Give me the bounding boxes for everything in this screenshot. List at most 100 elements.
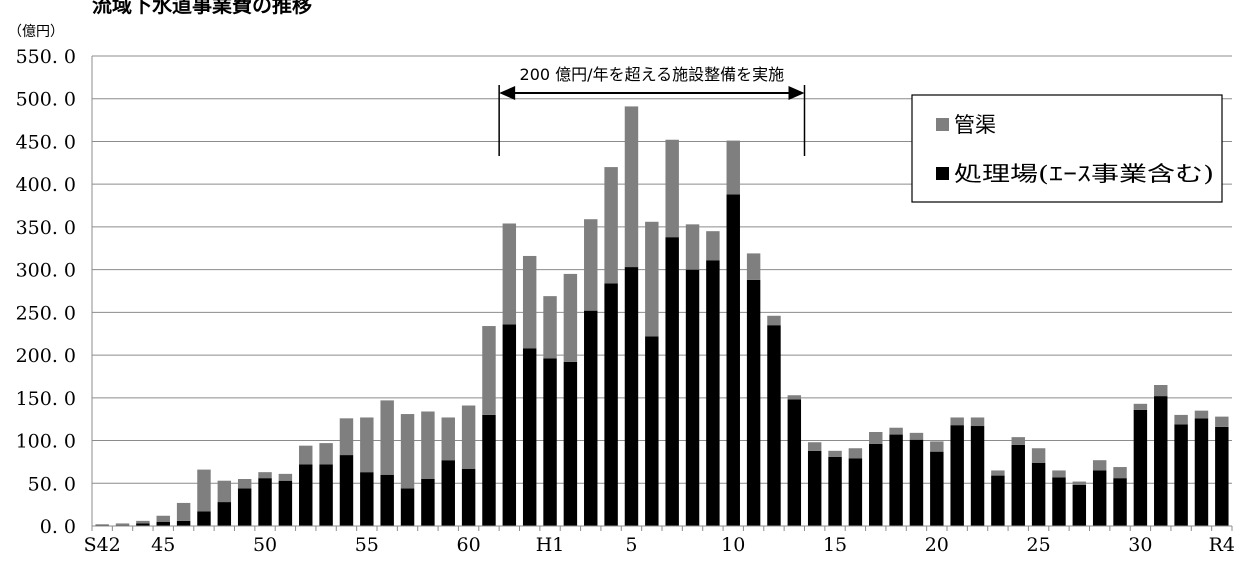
bar-segment-treatment-plant: [726, 194, 740, 526]
bar-segment-treatment-plant: [461, 468, 476, 526]
annotation-arrowhead-left: [499, 86, 516, 100]
y-tick-label: 500. 0: [16, 89, 76, 111]
bar-segment-sewer-pipe: [930, 441, 944, 452]
chart-title: 流域下水道事業費の推移: [92, 0, 312, 17]
y-tick-label: 300. 0: [16, 260, 76, 282]
bar-segment-treatment-plant: [563, 361, 578, 526]
y-tick-label: 250. 0: [16, 302, 76, 324]
bar-segment-sewer-pipe: [360, 417, 374, 473]
bar-segment-treatment-plant: [482, 414, 496, 526]
legend-swatch-sewer-pipe: [936, 118, 949, 131]
bar-segment-treatment-plant: [869, 443, 883, 526]
bar-segment-treatment-plant: [930, 451, 944, 526]
x-tick-label: 5: [625, 534, 637, 556]
bar-segment-sewer-pipe: [991, 470, 1005, 476]
y-axis-ticks: 0. 0 50. 0 100. 0 150. 0 200. 0 250. 0 300. 0 3…: [16, 46, 76, 538]
bar-segment-sewer-pipe: [258, 472, 272, 479]
bar-segment-sewer-pipe: [1133, 403, 1148, 410]
bar-segment-sewer-pipe: [1113, 467, 1127, 479]
x-tick-label: R4: [1209, 534, 1235, 556]
bar-segment-sewer-pipe: [1154, 385, 1168, 397]
bar-segment-treatment-plant: [1154, 396, 1168, 526]
bar-segment-sewer-pipe: [156, 515, 170, 522]
bar-segment-sewer-pipe: [706, 231, 720, 261]
bar-segment-sewer-pipe: [319, 443, 333, 465]
x-tick-label: 20: [925, 534, 949, 556]
legend-label-treatment-plant: 処理場(ｴｰｽ事業含む): [954, 162, 1214, 186]
bar-segment-sewer-pipe: [665, 139, 679, 238]
bar-segment-sewer-pipe: [1052, 470, 1066, 478]
bar-segment-sewer-pipe: [584, 219, 598, 311]
bar-segment-sewer-pipe: [502, 223, 517, 325]
x-tick-label: H1: [536, 534, 565, 556]
bar-segment-sewer-pipe: [237, 479, 252, 489]
bar-segment-treatment-plant: [1194, 418, 1209, 526]
bar-segment-sewer-pipe: [421, 411, 435, 479]
bar-segment-sewer-pipe: [726, 140, 740, 195]
annotation: 200 億円/年を超える施設整備を実施: [479, 63, 824, 156]
bar-segment-treatment-plant: [217, 502, 232, 526]
bar-segment-treatment-plant: [909, 439, 924, 526]
bar-segment-sewer-pipe: [115, 523, 130, 526]
bar-segment-sewer-pipe: [299, 445, 313, 465]
bar-segment-sewer-pipe: [339, 418, 354, 456]
bar-segment-sewer-pipe: [217, 480, 232, 503]
bar-segment-sewer-pipe: [645, 221, 659, 337]
bar-segment-sewer-pipe: [685, 224, 700, 270]
bar-segment-treatment-plant: [400, 488, 415, 526]
bar-segment-treatment-plant: [421, 479, 435, 526]
bar-segment-treatment-plant: [156, 521, 170, 526]
bar-segment-sewer-pipe: [869, 432, 883, 444]
axes: [91, 56, 1233, 531]
bar-segment-treatment-plant: [1031, 462, 1046, 526]
bar-segment-sewer-pipe: [136, 520, 150, 524]
bar-segment-treatment-plant: [339, 455, 354, 526]
bar-segment-sewer-pipe: [543, 296, 557, 359]
bar-segment-treatment-plant: [136, 523, 150, 526]
bar-segment-treatment-plant: [522, 348, 537, 526]
x-tick-label: 55: [355, 534, 379, 556]
bar-segment-treatment-plant: [1113, 478, 1127, 526]
bar-segment-treatment-plant: [746, 279, 761, 526]
bar-segment-treatment-plant: [441, 460, 455, 526]
bar-segment-sewer-pipe: [1011, 437, 1025, 445]
bar-segment-treatment-plant: [197, 511, 211, 526]
bar-segment-treatment-plant: [1215, 426, 1229, 526]
y-tick-label: 150. 0: [16, 388, 76, 410]
bar-segment-treatment-plant: [604, 283, 618, 526]
bar-segment-treatment-plant: [950, 425, 964, 526]
bar-segment-sewer-pipe: [767, 315, 781, 326]
bar-segment-treatment-plant: [807, 450, 822, 526]
bar-segment-sewer-pipe: [807, 442, 822, 451]
bar-segment-treatment-plant: [543, 358, 557, 526]
bar-segment-treatment-plant: [380, 474, 394, 526]
bar-segment-treatment-plant: [991, 475, 1005, 526]
bar-segment-treatment-plant: [970, 426, 985, 526]
bar-segment-sewer-pipe: [624, 106, 639, 268]
bar-segment-treatment-plant: [502, 324, 517, 526]
bar-segment-sewer-pipe: [1215, 416, 1229, 427]
annotation-arrowhead-right: [788, 86, 805, 100]
bar-segment-sewer-pipe: [1174, 414, 1188, 425]
y-tick-label: 100. 0: [16, 431, 76, 453]
bar-segment-sewer-pipe: [563, 273, 578, 362]
bar-segment-treatment-plant: [889, 434, 903, 526]
x-tick-label: S42: [84, 534, 121, 556]
bar-segment-sewer-pipe: [197, 469, 211, 512]
y-tick-label: 200. 0: [16, 345, 76, 367]
bar-segment-sewer-pipe: [828, 450, 842, 457]
bar-segment-sewer-pipe: [482, 326, 496, 415]
bar-segment-treatment-plant: [706, 260, 720, 526]
bar-segment-treatment-plant: [1174, 424, 1188, 526]
y-tick-label: 550. 0: [16, 46, 76, 68]
bar-segment-sewer-pipe: [441, 417, 455, 461]
x-tick-label: 25: [1027, 534, 1051, 556]
bar-segment-sewer-pipe: [380, 400, 394, 475]
bar-segment-sewer-pipe: [1194, 410, 1209, 419]
bar-segment-treatment-plant: [1133, 409, 1148, 526]
bar-segment-sewer-pipe: [604, 167, 618, 284]
bar-segment-treatment-plant: [645, 336, 659, 526]
y-tick-label: 350. 0: [16, 217, 76, 239]
x-tick-label: 45: [151, 534, 175, 556]
